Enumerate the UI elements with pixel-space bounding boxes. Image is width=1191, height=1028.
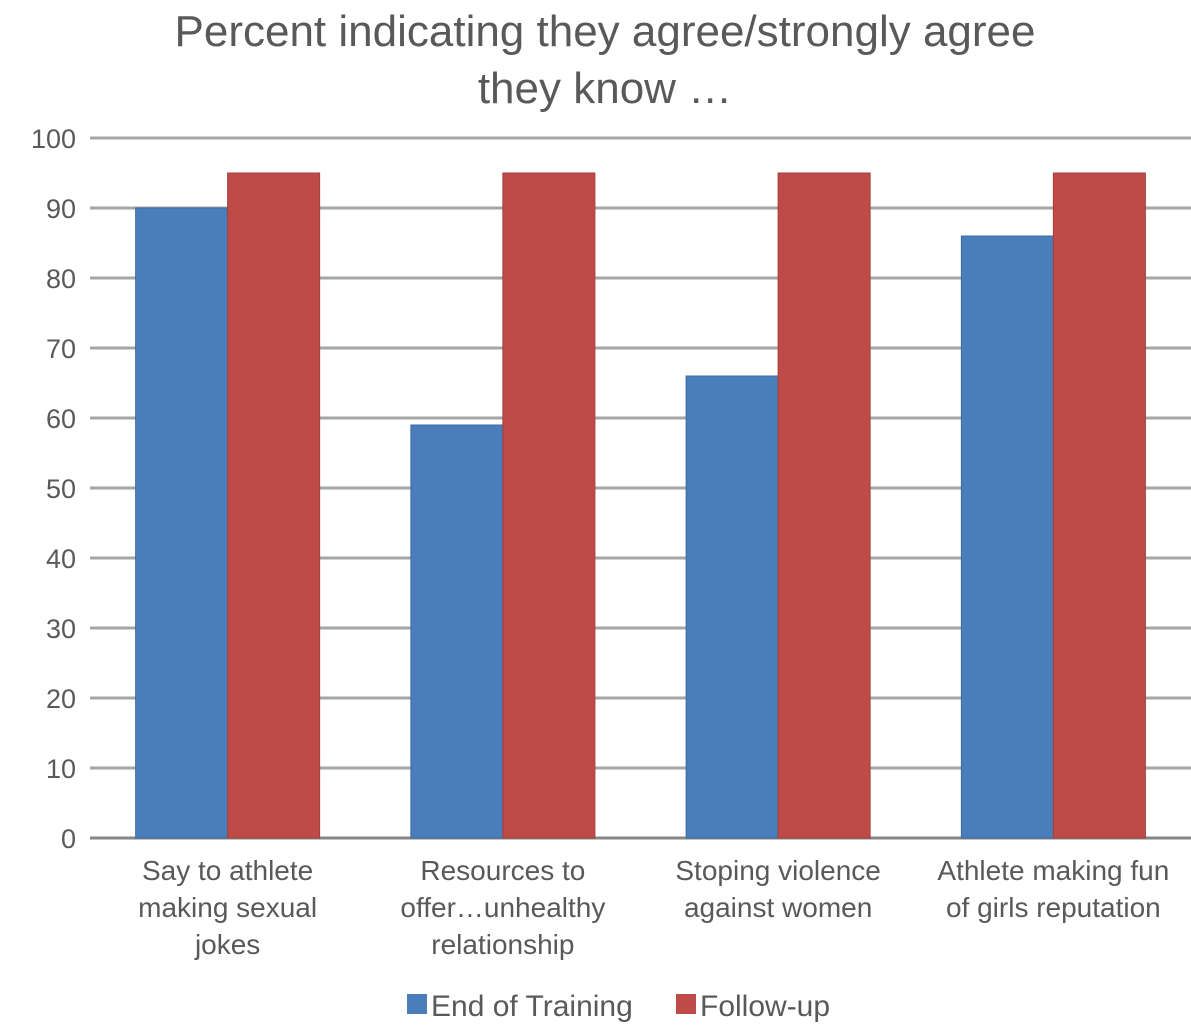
bar-end-of-training (685, 375, 779, 839)
y-axis-ticks: 0 10 20 30 40 50 60 70 80 90 100 (31, 124, 76, 854)
y-tick-label: 20 (46, 684, 76, 714)
y-tick-label: 50 (46, 474, 76, 504)
legend-swatch (676, 994, 696, 1014)
x-axis-category-labels: Say to athlete making sexual jokes Resource… (138, 855, 1169, 960)
chart-title-line: they know … (478, 64, 732, 113)
y-tick-label: 30 (46, 614, 76, 644)
legend-label: End of Training (431, 990, 633, 1023)
chart-title: Percent indicating they agree/strongly a… (175, 7, 1036, 113)
x-category-label: of girls reputation (946, 892, 1161, 923)
bar-follow-up (502, 172, 596, 839)
y-tick-label: 10 (46, 754, 76, 784)
x-category-label: Stoping violence (675, 855, 880, 886)
y-tick-label: 90 (46, 194, 76, 224)
x-category-label: making sexual (138, 892, 317, 923)
bar-end-of-training (960, 235, 1054, 839)
bar-follow-up (777, 172, 871, 839)
bars (135, 172, 1146, 839)
chart-title-line: Percent indicating they agree/strongly a… (175, 7, 1036, 56)
x-category-label: against women (684, 892, 872, 923)
x-category-label: offer…unhealthy (400, 892, 605, 923)
x-category-label: Resources to (420, 855, 585, 886)
bar-follow-up (1052, 172, 1146, 839)
legend-label: Follow-up (700, 990, 830, 1023)
y-tick-label: 60 (46, 404, 76, 434)
y-tick-label: 40 (46, 544, 76, 574)
legend: End of Training Follow-up (407, 990, 830, 1023)
bar-end-of-training (410, 424, 504, 839)
x-category-label: jokes (194, 929, 260, 960)
y-tick-label: 70 (46, 334, 76, 364)
bar-follow-up (227, 172, 321, 839)
bar-end-of-training (135, 207, 229, 839)
y-tick-label: 80 (46, 264, 76, 294)
legend-swatch (407, 994, 427, 1014)
x-category-label: Athlete making fun (937, 855, 1169, 886)
y-tick-label: 100 (31, 124, 76, 154)
x-category-label: relationship (431, 929, 574, 960)
x-category-label: Say to athlete (142, 855, 313, 886)
y-tick-label: 0 (61, 824, 76, 854)
